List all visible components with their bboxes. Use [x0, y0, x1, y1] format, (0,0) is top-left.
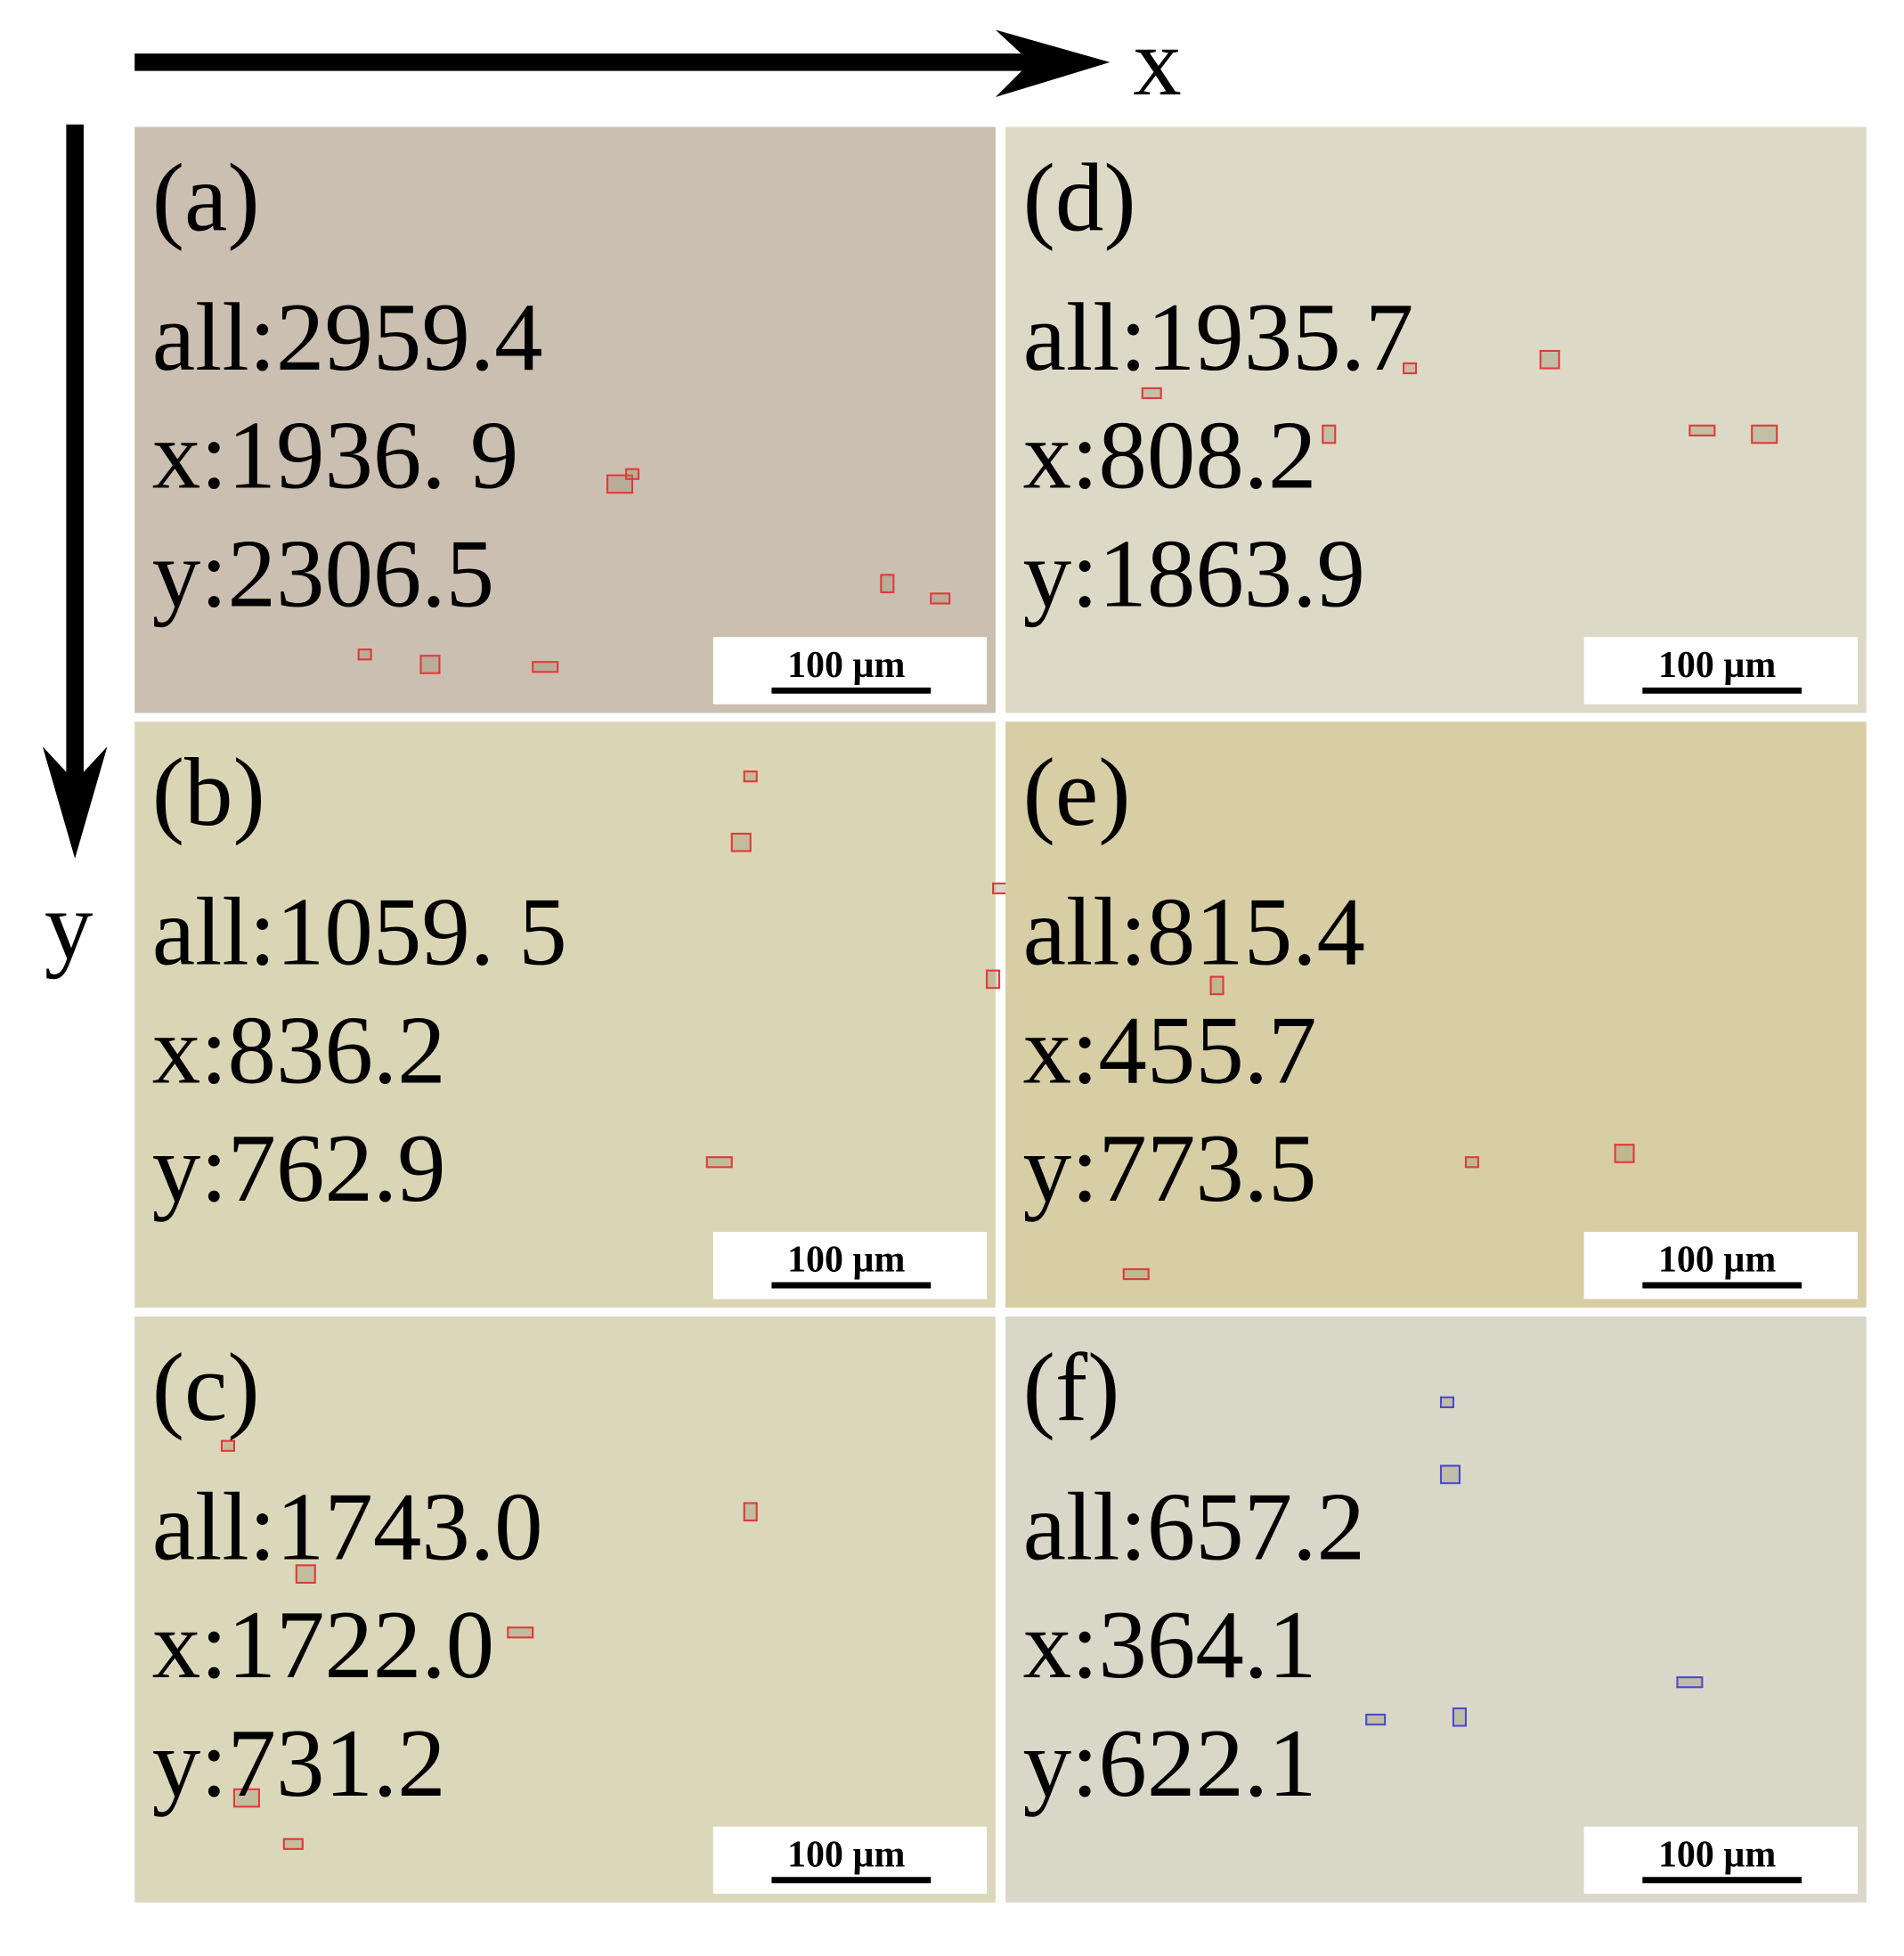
total-value: all:1935.7	[1023, 283, 1414, 391]
particle-outline	[1322, 424, 1337, 444]
particle-outline	[1365, 1713, 1387, 1726]
scale-bar-label: 100 µm	[1658, 645, 1776, 686]
x-value: x:1722.0	[152, 1591, 494, 1699]
y-value: y:731.2	[152, 1709, 446, 1817]
x-axis-label: x	[1133, 8, 1181, 116]
particle-outline	[1688, 424, 1716, 436]
particle-outline	[1539, 349, 1560, 370]
panel-label: (e)	[1023, 738, 1131, 846]
y-value: y:622.1	[1023, 1709, 1317, 1817]
particle-outline	[1209, 975, 1225, 996]
particle-outline	[357, 648, 372, 661]
particle-outline	[743, 1502, 758, 1522]
x-value: x:1936. 9	[152, 402, 519, 509]
particle-outline	[220, 1439, 236, 1452]
particle-outline	[1676, 1676, 1704, 1689]
particle-outline	[1122, 1267, 1150, 1281]
total-value: all:1743.0	[152, 1472, 543, 1580]
micrograph	[1005, 1316, 1867, 1903]
particle-outline	[1141, 387, 1162, 400]
y-value: y:773.5	[1023, 1114, 1317, 1222]
x-arrow-head	[995, 29, 1111, 97]
total-value: all:1059. 5	[152, 878, 567, 986]
micrograph	[1005, 721, 1867, 1308]
scale-bar-label: 100 µm	[1658, 1834, 1776, 1875]
y-axis-label: y	[45, 872, 94, 980]
particle-outline	[1403, 362, 1418, 375]
particle-outline	[986, 969, 1001, 990]
scale-bar-label: 100 µm	[787, 1834, 905, 1875]
x-value: x:455.7	[1023, 996, 1317, 1104]
particle-outline	[282, 1838, 304, 1850]
particle-outline	[1614, 1144, 1635, 1163]
particle-outline	[1439, 1464, 1461, 1485]
total-value: all:2959.4	[152, 283, 543, 391]
particle-outline	[507, 1626, 534, 1639]
particle-outline	[930, 592, 951, 605]
panel-label: (a)	[152, 143, 260, 251]
y-arrow-head	[42, 746, 108, 859]
particle-outline	[880, 574, 895, 593]
panel-label: (b)	[152, 738, 265, 846]
x-value: x:808.2	[1023, 402, 1317, 509]
particle-outline	[1464, 1156, 1479, 1169]
x-value: x:836.2	[152, 996, 446, 1104]
particle-outline	[730, 832, 752, 852]
y-value: y:1863.9	[1023, 519, 1365, 627]
particle-outline	[1452, 1707, 1467, 1727]
particle-outline	[419, 655, 441, 674]
scale-bar-label: 100 µm	[787, 1240, 905, 1281]
micrograph	[1005, 126, 1867, 713]
panel-label: (c)	[152, 1333, 260, 1441]
particle-outline	[295, 1564, 316, 1584]
particle-outline	[532, 661, 559, 673]
particle-outline	[743, 770, 758, 783]
particle-outline	[1751, 424, 1778, 444]
scale-bar-label: 100 µm	[1658, 1240, 1776, 1281]
panel-label: (d)	[1023, 143, 1136, 251]
particle-outline	[1439, 1396, 1455, 1408]
particle-outline	[232, 1788, 260, 1808]
particle-outline	[705, 1156, 733, 1169]
scale-bar-label: 100 µm	[787, 645, 905, 686]
micrograph	[134, 1316, 996, 1903]
total-value: all:657.2	[1023, 1472, 1365, 1580]
y-value: y:762.9	[152, 1114, 446, 1222]
micrograph	[134, 126, 996, 713]
x-value: x:364.1	[1023, 1591, 1317, 1699]
particle-outline	[624, 468, 640, 480]
micrograph	[134, 721, 996, 1308]
total-value: all:815.4	[1023, 878, 1365, 986]
y-value: y:2306.5	[152, 519, 494, 627]
panel-label: (f)	[1023, 1333, 1120, 1441]
